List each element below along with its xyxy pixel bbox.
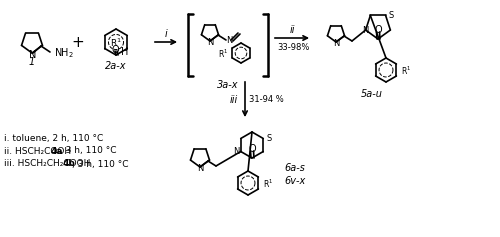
Text: i. toluene, 2 h, 110 °C: i. toluene, 2 h, 110 °C xyxy=(4,133,103,142)
Text: iii: iii xyxy=(230,95,238,105)
Text: NH$_2$: NH$_2$ xyxy=(54,46,74,60)
Text: N: N xyxy=(226,36,232,45)
Text: , 3 h, 110 °C: , 3 h, 110 °C xyxy=(60,146,116,155)
Text: R$^1$: R$^1$ xyxy=(110,37,122,49)
Text: O: O xyxy=(248,144,256,154)
Text: S: S xyxy=(266,134,272,143)
Text: R$^1$: R$^1$ xyxy=(263,178,274,190)
Text: 33-98%: 33-98% xyxy=(277,42,309,51)
Text: R$^1$: R$^1$ xyxy=(401,65,411,77)
Text: R$^1$: R$^1$ xyxy=(218,48,228,60)
Text: 6a-s: 6a-s xyxy=(284,163,305,173)
Text: H: H xyxy=(121,47,128,57)
Text: N: N xyxy=(30,50,36,59)
Text: 3a-x: 3a-x xyxy=(217,80,239,90)
Text: 2a-x: 2a-x xyxy=(105,61,127,71)
Text: i: i xyxy=(164,29,168,39)
Text: 4a: 4a xyxy=(51,146,64,155)
Text: 4b: 4b xyxy=(63,160,76,169)
Text: 1: 1 xyxy=(29,57,35,67)
Text: ii. HSCH₂COOH: ii. HSCH₂COOH xyxy=(4,146,74,155)
Text: N: N xyxy=(234,147,239,156)
Text: 31-94 %: 31-94 % xyxy=(249,95,284,104)
Text: N: N xyxy=(207,38,213,47)
Text: N: N xyxy=(362,26,369,35)
Text: ii: ii xyxy=(289,25,295,35)
Text: N: N xyxy=(333,39,339,48)
Text: N: N xyxy=(197,164,203,173)
Text: O: O xyxy=(111,45,119,55)
Text: 5a-u: 5a-u xyxy=(361,89,383,99)
Text: , 3 h, 110 °C: , 3 h, 110 °C xyxy=(72,160,128,169)
Text: O: O xyxy=(374,25,382,35)
Text: iii. HSCH₂CH₂COOH: iii. HSCH₂CH₂COOH xyxy=(4,160,93,169)
Text: +: + xyxy=(72,35,85,50)
Text: 6v-x: 6v-x xyxy=(284,176,305,186)
Text: S: S xyxy=(388,11,394,20)
